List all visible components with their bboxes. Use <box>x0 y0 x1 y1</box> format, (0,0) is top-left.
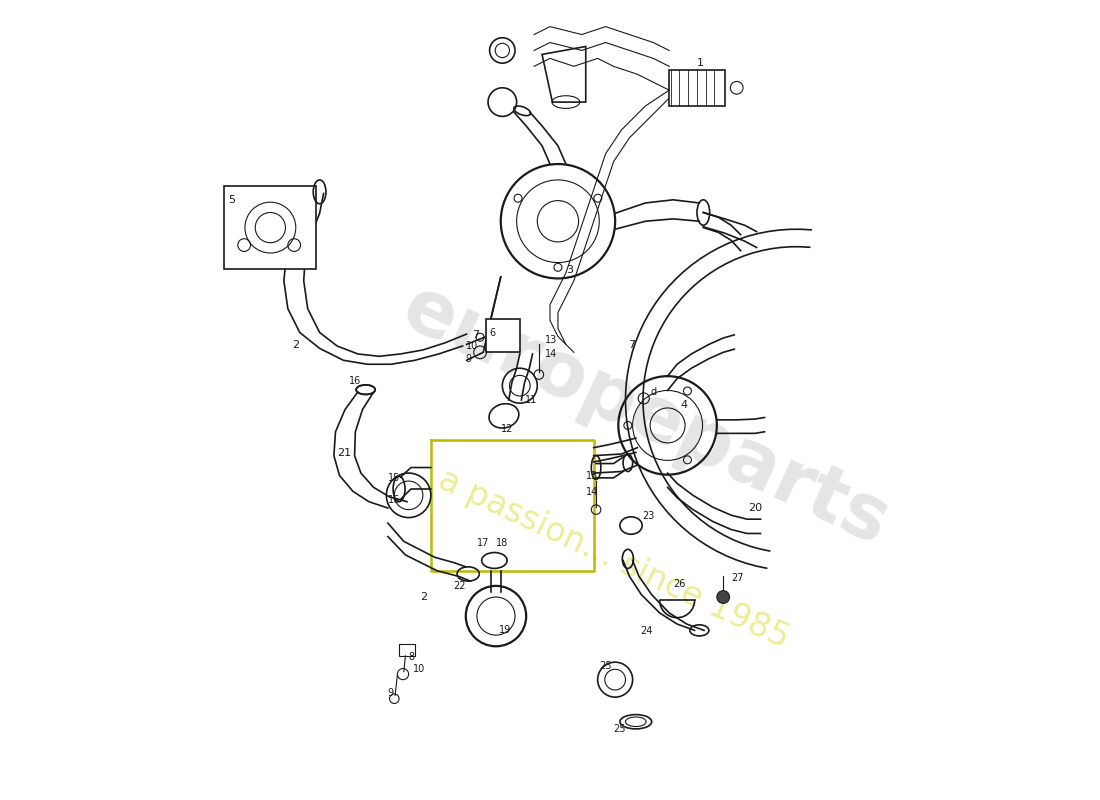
Text: 22: 22 <box>453 581 465 591</box>
FancyBboxPatch shape <box>669 70 725 106</box>
Text: 6: 6 <box>490 329 496 338</box>
Text: a passion... since 1985: a passion... since 1985 <box>433 463 794 655</box>
Text: 7: 7 <box>472 330 480 340</box>
Text: 2: 2 <box>292 340 299 350</box>
Text: 5: 5 <box>229 195 235 205</box>
Text: 16: 16 <box>388 495 400 506</box>
Text: 14: 14 <box>546 349 558 359</box>
Text: 3: 3 <box>565 265 573 275</box>
Text: 25: 25 <box>614 724 626 734</box>
Text: 11: 11 <box>525 395 537 405</box>
Text: 13: 13 <box>586 471 598 482</box>
Text: 2: 2 <box>420 592 428 602</box>
Text: 9: 9 <box>465 354 472 364</box>
Text: europeparts: europeparts <box>390 270 901 561</box>
FancyBboxPatch shape <box>224 186 316 269</box>
Text: 10: 10 <box>465 341 478 351</box>
Text: 16: 16 <box>349 376 361 386</box>
Text: 27: 27 <box>732 573 744 583</box>
Text: 18: 18 <box>496 538 508 548</box>
Text: 8: 8 <box>408 652 415 662</box>
Text: 12: 12 <box>500 424 513 434</box>
Text: 4: 4 <box>680 400 688 410</box>
Text: 23: 23 <box>642 511 654 521</box>
Text: 26: 26 <box>673 578 685 589</box>
Text: 9: 9 <box>387 687 394 698</box>
Text: 14: 14 <box>586 487 598 498</box>
Text: 24: 24 <box>640 626 653 636</box>
Text: 15: 15 <box>388 473 400 483</box>
Text: 19: 19 <box>499 625 512 634</box>
Text: d: d <box>650 387 657 398</box>
Text: 25: 25 <box>600 661 612 670</box>
Circle shape <box>717 590 729 603</box>
Text: 1: 1 <box>697 58 704 68</box>
Text: 7: 7 <box>628 340 635 350</box>
Text: 21: 21 <box>337 448 351 458</box>
Text: 17: 17 <box>477 538 490 548</box>
Polygon shape <box>542 46 586 102</box>
Text: 13: 13 <box>546 334 558 345</box>
FancyBboxPatch shape <box>399 644 415 656</box>
Text: 20: 20 <box>749 503 762 514</box>
FancyBboxPatch shape <box>486 319 520 352</box>
Text: 10: 10 <box>414 664 426 674</box>
